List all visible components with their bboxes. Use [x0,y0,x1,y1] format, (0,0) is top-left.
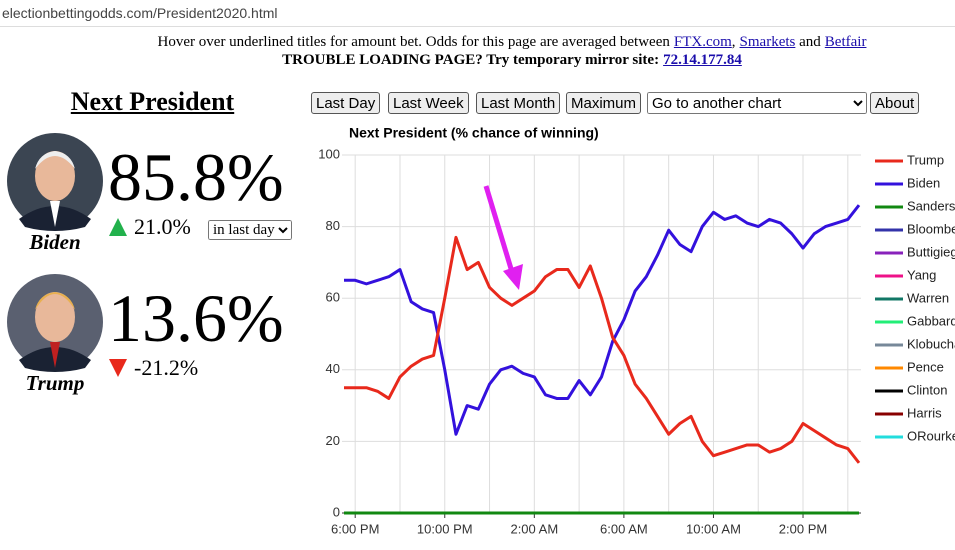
trend-arrow [109,218,127,236]
y-tick-label: 20 [326,433,340,448]
range-button[interactable]: Last Month [476,92,561,114]
legend-label: Klobuchar [907,336,955,351]
header: Hover over underlined titles for amount … [0,33,955,69]
x-tick-label: 2:00 PM [779,521,827,536]
y-tick-label: 100 [318,146,340,161]
series-line [344,204,861,436]
legend-label: Bloomberg [907,221,955,236]
trouble-text: TROUBLE LOADING PAGE? Try temporary mirr… [282,52,660,68]
candidate-name: Biden [29,230,81,254]
legend-label: ORourke [907,428,955,443]
y-tick-label: 0 [333,504,340,519]
mirror-link[interactable]: 72.14.177.84 [663,52,742,68]
candidate-name: Trump [25,371,85,395]
x-tick-label: 6:00 PM [331,521,379,536]
notice-text: and [799,34,821,50]
link[interactable]: Smarkets [739,34,796,50]
notice-text: , [731,34,736,50]
candidate-odds: 13.6% [108,280,284,356]
x-tick-label: 2:00 AM [510,521,558,536]
trend-arrow [109,359,127,377]
legend-label: Harris [907,405,942,420]
panel-title[interactable]: Next President [70,87,235,116]
legend-label: Clinton [907,382,947,397]
address-bar[interactable]: electionbettingodds.com/President2020.ht… [0,0,955,27]
notice: Hover over underlined titles for amount … [0,33,955,51]
link[interactable]: FTX.com [673,34,732,50]
x-tick-label: 6:00 AM [600,521,648,536]
legend-label: Yang [907,267,936,282]
odds-change: -21.2% [134,355,199,380]
about-button[interactable]: About [870,92,920,114]
range-button[interactable]: Last Day [311,92,381,114]
y-tick-label: 60 [326,290,340,305]
y-tick-label: 80 [326,218,340,233]
series-line [344,235,861,464]
notice-text: Hover over underlined titles for amount … [157,34,670,50]
legend-label: Biden [907,175,940,190]
link[interactable]: Betfair [824,34,867,50]
odds-change: 21.0% [134,214,191,239]
range-button[interactable]: Last Week [388,92,469,114]
annotation-arrow [483,185,523,290]
x-tick-label: 10:00 PM [417,521,473,536]
trouble: TROUBLE LOADING PAGE? Try temporary mirr… [0,51,955,69]
legend-label: Warren [907,290,949,305]
candidate-odds: 85.8% [108,139,284,215]
range-button[interactable]: Maximum [566,92,642,114]
period-select[interactable]: in last day [208,220,292,240]
legend-label: Trump [907,152,944,167]
candidate-photo [7,133,103,231]
chart: Next President (% chance of winning) 0 20… [318,125,955,537]
legend-label: Gabbard [907,313,955,328]
legend-label: Sanders [907,198,955,213]
chart-select[interactable]: Go to another chart [647,92,867,114]
y-tick-label: 40 [326,361,340,376]
legend-label: Pence [907,359,944,374]
candidate-photo [7,274,103,372]
legend-label: Buttigieg [907,244,955,259]
chart-title: Next President (% chance of winning) [349,125,599,141]
x-tick-label: 10:00 AM [686,521,741,536]
